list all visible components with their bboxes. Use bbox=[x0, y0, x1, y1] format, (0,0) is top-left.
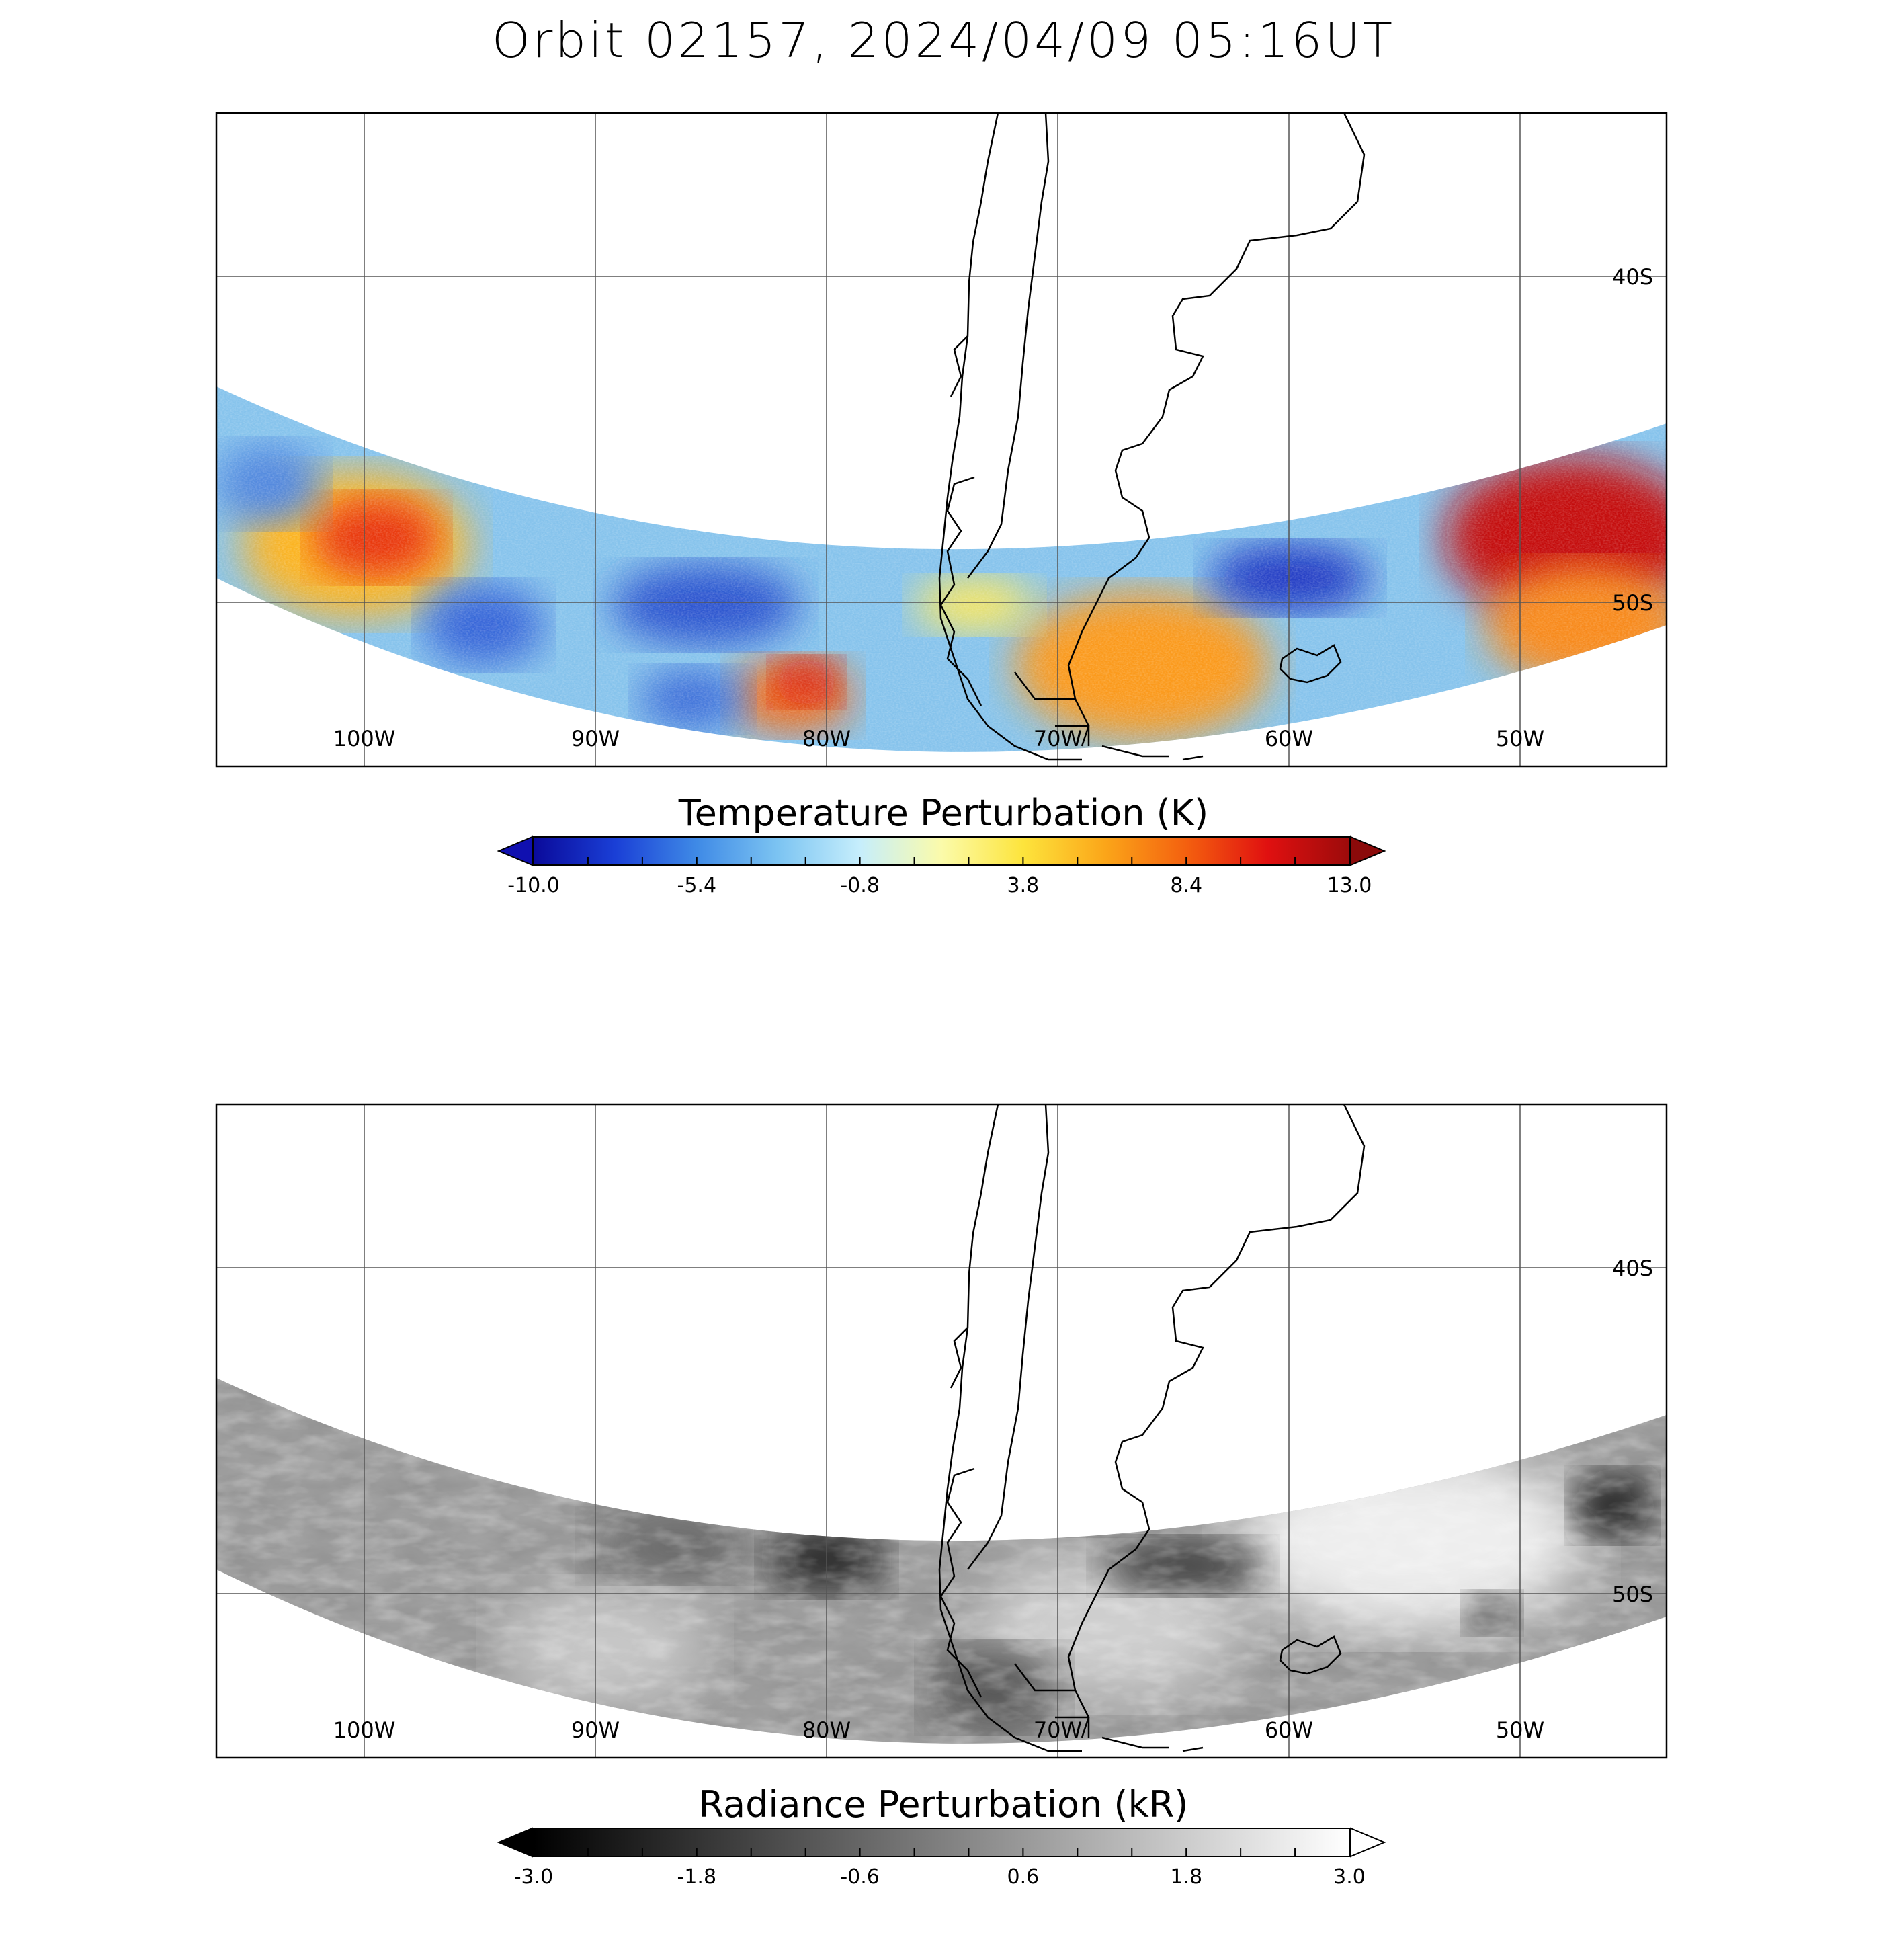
temperature-map-panel: 100W 90W 80W 70W 60W 50W 40S 50S Tempera… bbox=[215, 112, 1668, 897]
lon-label: 90W bbox=[571, 726, 620, 751]
colorbar-tick-label: -5.4 bbox=[677, 874, 717, 897]
colorbar-tick-label: -3.0 bbox=[514, 1865, 554, 1889]
lon-label: 90W bbox=[571, 1717, 620, 1743]
colorbar-ticks bbox=[587, 1848, 1296, 1856]
lon-label: 80W bbox=[802, 726, 851, 751]
temperature-colorbar: Temperature Perturbation (K) -10.0 -5.4 … bbox=[497, 792, 1386, 897]
radiance-coastline bbox=[938, 1104, 1366, 1752]
temperature-swath bbox=[216, 386, 1667, 752]
colorbar-tick-label: 3.0 bbox=[1333, 1865, 1366, 1889]
temperature-coastline bbox=[938, 113, 1366, 761]
temperature-lat-labels: 40S 50S bbox=[1612, 264, 1653, 616]
lon-label: 70W bbox=[1034, 1717, 1082, 1743]
colorbar-tick-label: 13.0 bbox=[1327, 874, 1372, 897]
colorbar-scale bbox=[533, 836, 1350, 866]
colorbar-scale bbox=[533, 1828, 1350, 1857]
colorbar-tick-label: 0.6 bbox=[1007, 1865, 1040, 1889]
lat-label: 50S bbox=[1612, 590, 1653, 616]
temperature-graticule bbox=[216, 113, 1667, 766]
radiance-map-panel: 100W 90W 80W 70W 60W 50W 40S 50S Radianc… bbox=[215, 1103, 1668, 1889]
radiance-colorbar: Radiance Perturbation (kR) -3.0 -1.8 -0.… bbox=[497, 1783, 1386, 1889]
colorbar-title: Temperature Perturbation (K) bbox=[678, 792, 1208, 834]
lon-label: 70W bbox=[1034, 726, 1082, 751]
radiance-lon-labels: 100W 90W 80W 70W 60W 50W bbox=[333, 1717, 1545, 1743]
lon-label: 50W bbox=[1496, 726, 1544, 751]
colorbar-ticks bbox=[587, 857, 1296, 865]
temperature-lon-labels: 100W 90W 80W 70W 60W 50W bbox=[333, 726, 1545, 751]
colorbar-tick-label: -10.0 bbox=[507, 874, 560, 897]
radiance-map-frame bbox=[215, 1103, 1668, 1759]
lon-label: 50W bbox=[1496, 1717, 1544, 1743]
colorbar-high-arrow bbox=[1350, 835, 1386, 866]
lon-label: 80W bbox=[802, 1717, 851, 1743]
colorbar-high-arrow bbox=[1350, 1827, 1386, 1858]
colorbar-tick-label: 1.8 bbox=[1170, 1865, 1202, 1889]
colorbar-tick-label: -0.8 bbox=[840, 874, 880, 897]
temperature-map-frame bbox=[215, 112, 1668, 768]
colorbar-tick-labels: -3.0 -1.8 -0.6 0.6 1.8 3.0 bbox=[514, 1865, 1366, 1889]
colorbar-tick-labels: -10.0 -5.4 -0.8 3.8 8.4 13.0 bbox=[507, 874, 1372, 897]
lon-label: 60W bbox=[1265, 1717, 1313, 1743]
figure-title: Orbit 02157, 2024/04/09 05:16UT bbox=[492, 12, 1395, 69]
colorbar-low-arrow bbox=[497, 1827, 533, 1858]
radiance-lat-labels: 40S 50S bbox=[1612, 1256, 1653, 1607]
lon-label: 100W bbox=[333, 1717, 396, 1743]
lat-label: 40S bbox=[1612, 1256, 1653, 1281]
lat-label: 40S bbox=[1612, 264, 1653, 290]
radiance-graticule bbox=[216, 1104, 1667, 1758]
colorbar-tick-label: 3.8 bbox=[1007, 874, 1040, 897]
lon-label: 100W bbox=[333, 726, 396, 751]
colorbar-tick-label: 8.4 bbox=[1170, 874, 1202, 897]
lon-label: 60W bbox=[1265, 726, 1313, 751]
colorbar-title: Radiance Perturbation (kR) bbox=[699, 1783, 1189, 1826]
colorbar-low-arrow bbox=[497, 835, 533, 866]
lat-label: 50S bbox=[1612, 1582, 1653, 1607]
colorbar-tick-label: -0.6 bbox=[840, 1865, 880, 1889]
colorbar-tick-label: -1.8 bbox=[677, 1865, 717, 1889]
